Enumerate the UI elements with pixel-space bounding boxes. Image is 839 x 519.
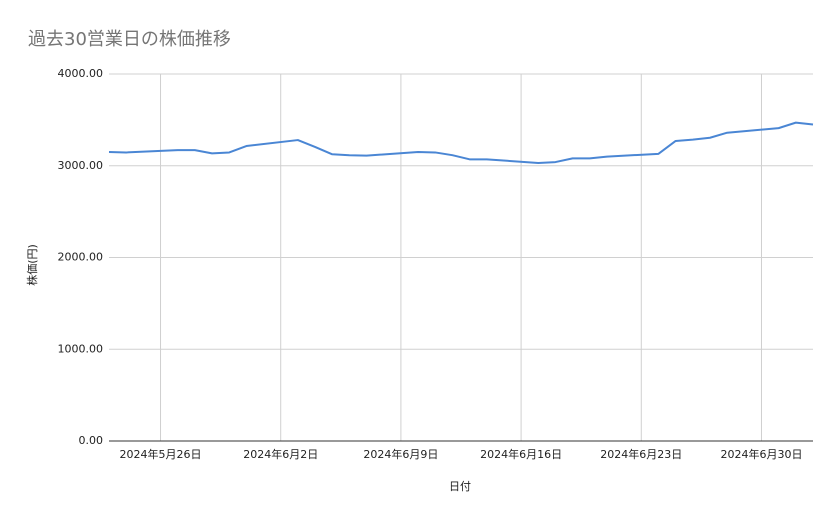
x-tick-label: 2024年6月23日 — [600, 447, 682, 461]
y-axis-label: 株価(円) — [25, 244, 39, 286]
x-tick-label: 2024年5月26日 — [120, 447, 202, 461]
y-tick-label: 3000.00 — [58, 159, 104, 172]
x-tick-label: 2024年6月9日 — [363, 447, 438, 461]
y-tick-label: 2000.00 — [58, 251, 104, 264]
y-tick-label: 1000.00 — [58, 342, 104, 355]
x-tick-label: 2024年6月2日 — [243, 447, 318, 461]
x-axis-label: 日付 — [449, 480, 471, 493]
x-tick-label: 2024年6月30日 — [720, 447, 802, 461]
chart-title: 過去30営業日の株価推移 — [28, 29, 231, 50]
data-line — [108, 121, 814, 164]
y-tick-label: 4000.00 — [58, 67, 104, 80]
y-tick-label: 0.00 — [79, 434, 104, 447]
x-tick-label: 2024年6月16日 — [480, 447, 562, 461]
